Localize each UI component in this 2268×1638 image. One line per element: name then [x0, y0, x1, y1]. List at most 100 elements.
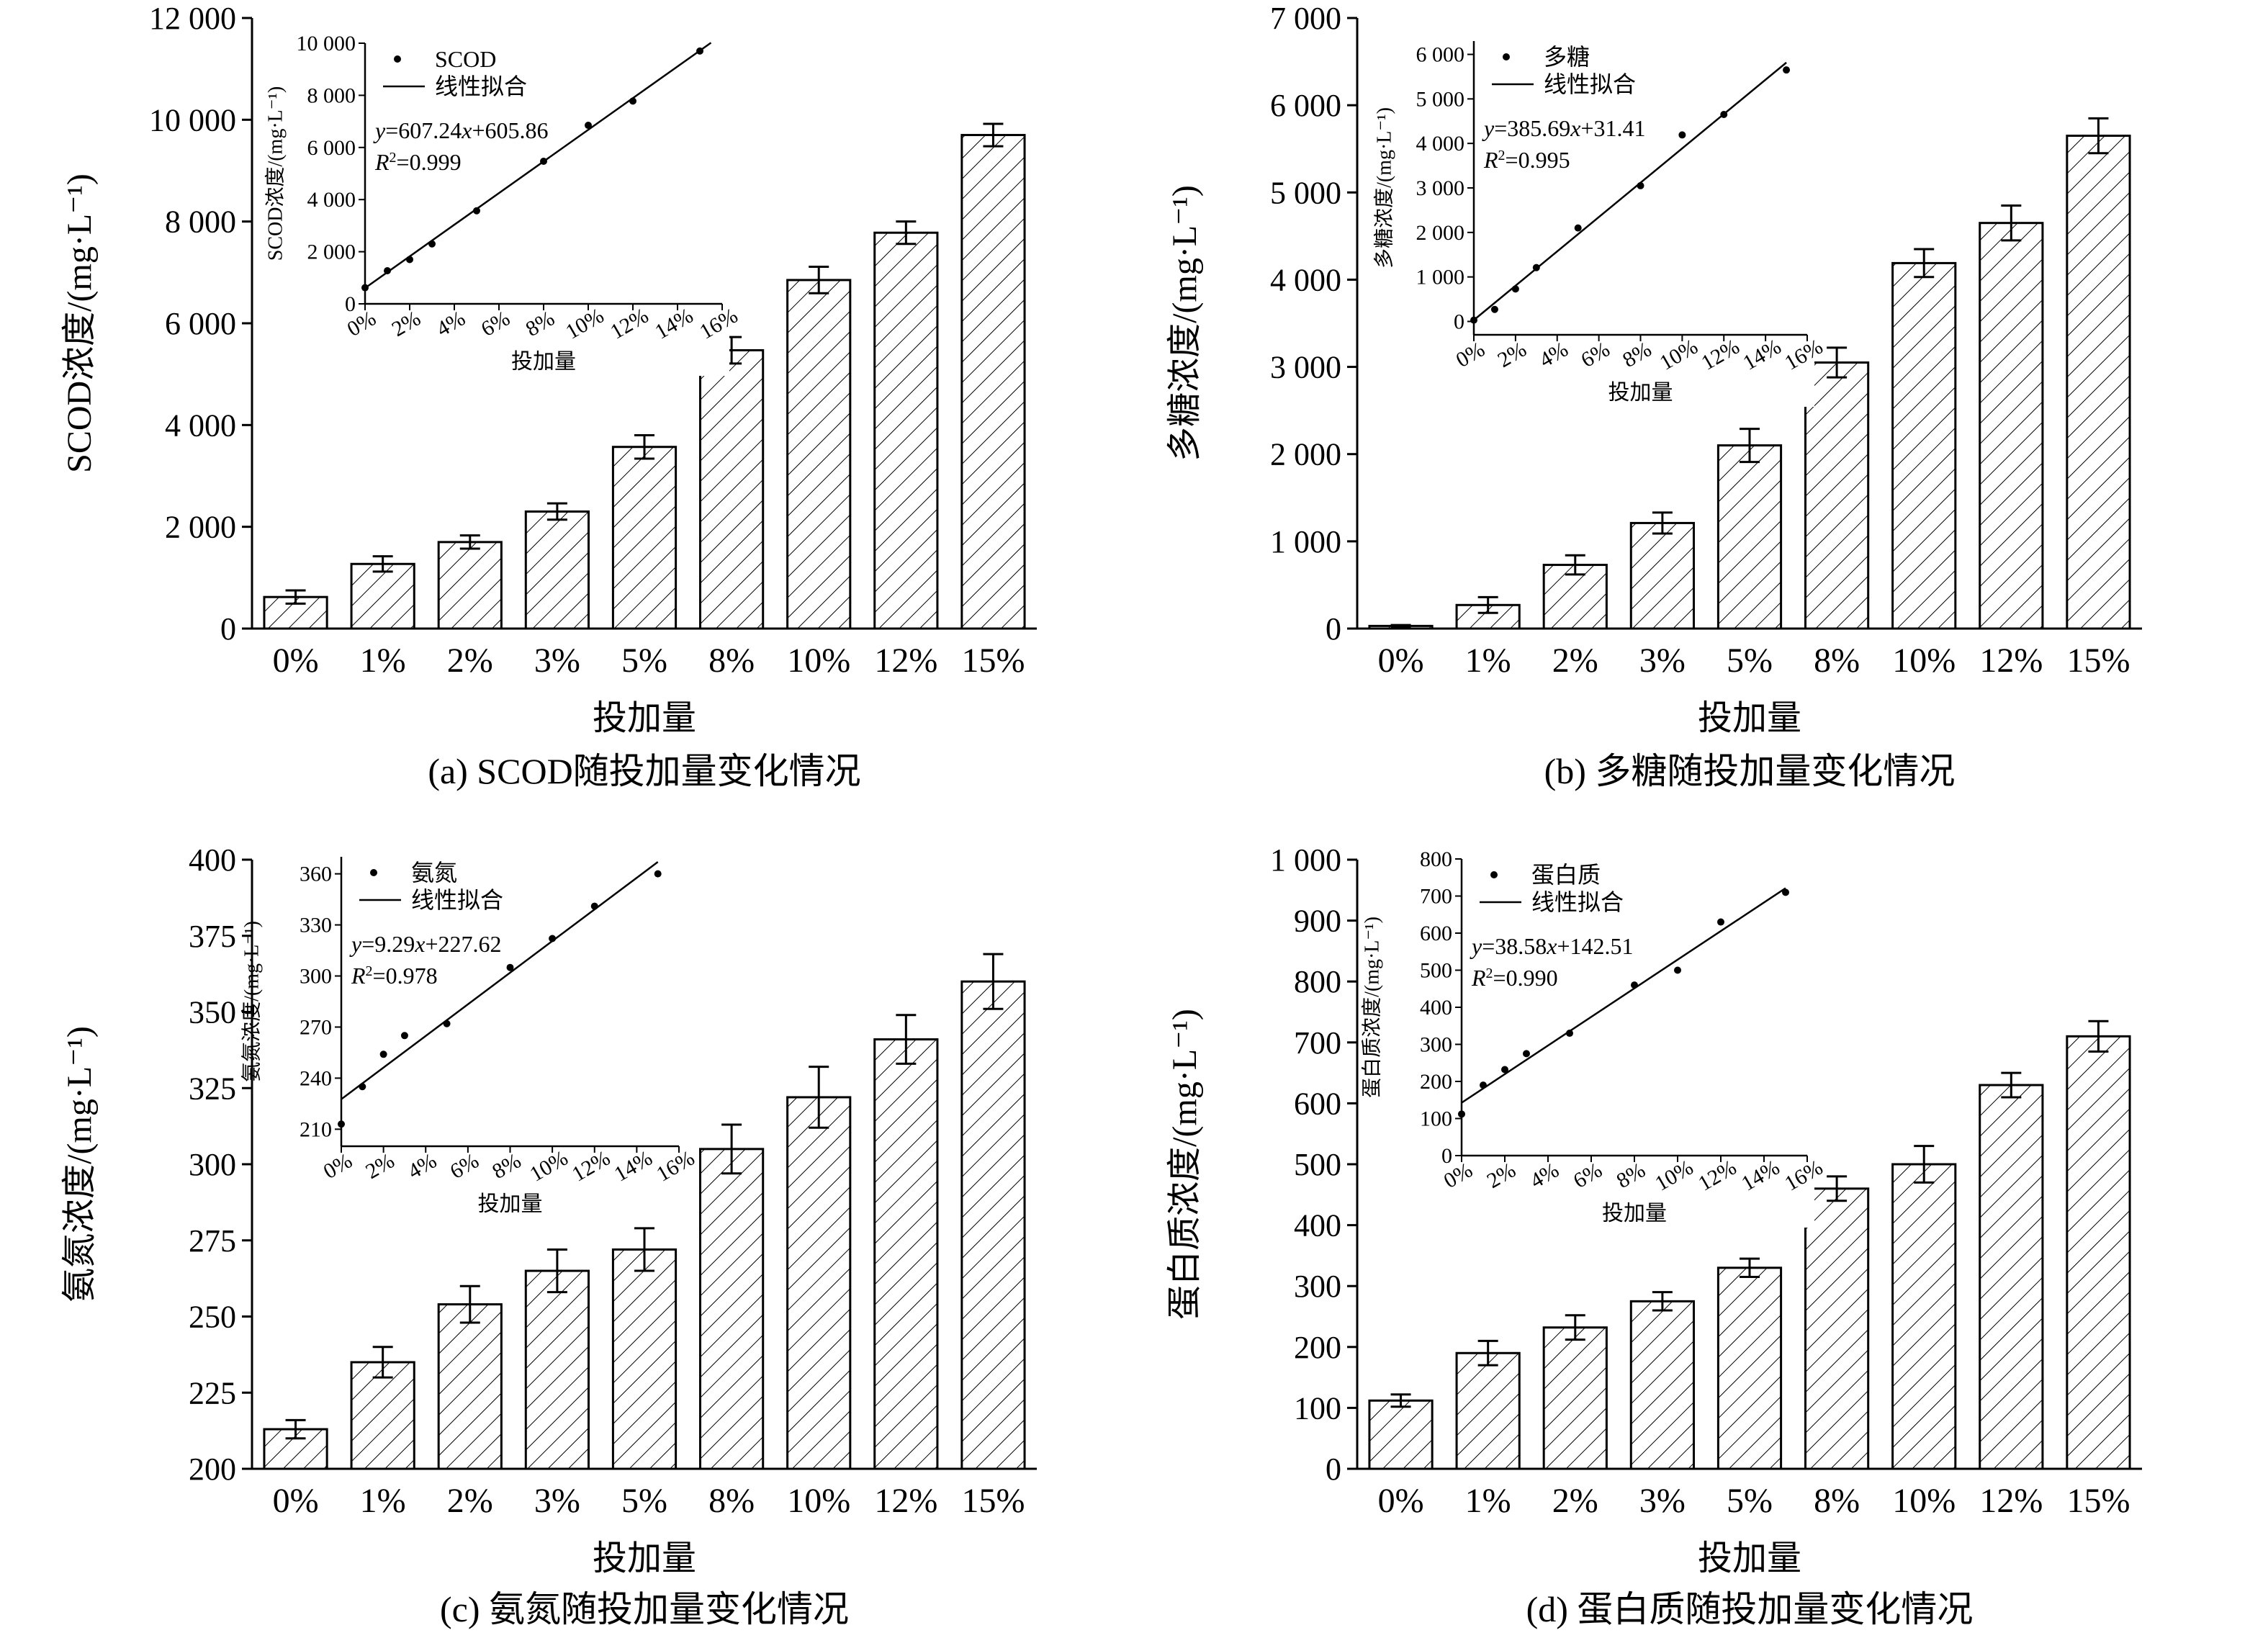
- inset-y-tick-label: 2 000: [1416, 221, 1465, 245]
- bar: [1979, 1084, 2044, 1470]
- x-tick-label: 5%: [621, 1482, 667, 1520]
- x-axis-title: 投加量: [1698, 699, 1801, 737]
- scatter-point: [585, 122, 592, 130]
- bar: [1716, 444, 1783, 630]
- inset-y-tick-label: 4 000: [1416, 132, 1465, 156]
- bar: [611, 1248, 678, 1470]
- scatter-point: [443, 1020, 451, 1027]
- bar: [437, 1303, 503, 1470]
- scatter-point: [540, 157, 547, 165]
- y-tick-label: 7 000: [1270, 1, 1341, 36]
- x-tick-label: 8%: [708, 1482, 755, 1520]
- legend-scatter-label: SCOD: [435, 46, 496, 72]
- scatter-point: [1523, 1050, 1530, 1058]
- bar: [786, 279, 852, 630]
- legend-scatter-marker: [394, 55, 401, 63]
- x-tick-label: 3%: [1639, 1482, 1686, 1520]
- x-axis-title: 投加量: [1698, 1539, 1801, 1578]
- y-tick-label: 4 000: [1270, 262, 1341, 297]
- scatter-point: [590, 902, 598, 910]
- legend-scatter-label: 蛋白质: [1531, 862, 1601, 888]
- scatter-point: [1458, 1110, 1465, 1118]
- inset-y-axis-title: 氨氮浓度/(mg·L⁻¹): [240, 921, 263, 1082]
- bar: [524, 1269, 590, 1470]
- inset-y-tick-label: 5 000: [1416, 87, 1465, 111]
- panel-caption: (b) 多糖随投加量变化情况: [1544, 751, 1956, 791]
- y-tick-label: 0: [1326, 1452, 1341, 1487]
- x-tick-label: 15%: [961, 642, 1025, 680]
- scatter-point: [654, 870, 662, 878]
- bar: [1368, 1399, 1434, 1470]
- inset-y-tick-label: 500: [1420, 959, 1452, 983]
- y-tick-label: 350: [189, 995, 236, 1030]
- x-tick-label: 1%: [1465, 1482, 1511, 1520]
- scatter-point: [359, 1083, 366, 1091]
- inset-y-tick-label: 3 000: [1416, 176, 1465, 200]
- x-axis-title: 投加量: [593, 699, 696, 737]
- inset-y-tick-label: 240: [300, 1066, 332, 1090]
- inset-y-tick-label: 700: [1420, 885, 1452, 909]
- bar: [2066, 135, 2131, 630]
- y-tick-label: 100: [1294, 1390, 1341, 1426]
- inset-y-tick-label: 600: [1420, 922, 1452, 945]
- legend-scatter-marker: [370, 869, 377, 876]
- inset-y-tick-label: 0: [1441, 1144, 1452, 1168]
- x-tick-label: 2%: [447, 642, 493, 680]
- legend-scatter-label: 多糖: [1544, 44, 1590, 70]
- x-tick-label: 12%: [1979, 1482, 2043, 1520]
- inset-y-tick-label: 100: [1420, 1107, 1452, 1131]
- scatter-point: [506, 963, 514, 971]
- y-axis-title: 氨氮浓度/(mg·L⁻¹): [60, 1026, 99, 1302]
- inset-y-tick-label: 6 000: [1416, 43, 1465, 67]
- scatter-point: [361, 284, 369, 292]
- bar: [1891, 1163, 1957, 1470]
- legend-scatter-marker: [1503, 53, 1510, 60]
- inset-y-axis-title: 蛋白质浓度/(mg·L⁻¹): [1360, 917, 1383, 1098]
- y-tick-label: 500: [1294, 1147, 1341, 1182]
- chart-panel-1: 0% 1% 2% 3% 5% 8% 10% 12% 15% 0 1 000 2 000 3 000 4 0…: [1166, 1, 2142, 791]
- bar: [611, 446, 678, 630]
- x-tick-label: 15%: [2066, 642, 2130, 680]
- scatter-point: [629, 97, 636, 105]
- inset-y-tick-label: 0: [1454, 310, 1464, 333]
- fit-equation: y=38.58x+142.51: [1470, 933, 1634, 959]
- y-tick-label: 10 000: [149, 102, 236, 138]
- y-tick-label: 300: [189, 1147, 236, 1182]
- scatter-point: [1720, 111, 1728, 118]
- bar: [1804, 361, 1870, 630]
- scatter-point: [406, 256, 413, 264]
- x-tick-label: 0%: [273, 1482, 319, 1520]
- y-tick-label: 4 000: [165, 408, 236, 443]
- y-tick-label: 200: [189, 1452, 236, 1487]
- inset-x-axis-title: 投加量: [1608, 381, 1673, 405]
- y-tick-label: 225: [189, 1375, 236, 1410]
- scatter-point: [1717, 918, 1724, 926]
- y-tick-label: 3 000: [1270, 350, 1341, 385]
- x-tick-label: 5%: [1727, 642, 1773, 680]
- scatter-point: [1566, 1030, 1573, 1038]
- scatter-point: [1783, 66, 1791, 74]
- scatter-point: [338, 1120, 345, 1128]
- bar: [699, 1148, 765, 1470]
- x-tick-label: 1%: [360, 642, 406, 680]
- scatter-point: [1490, 305, 1498, 313]
- x-tick-label: 15%: [961, 1482, 1025, 1520]
- fit-line: [1473, 61, 1787, 321]
- inset-y-axis-title: 多糖浓度/(mg·L⁻¹): [1372, 107, 1395, 269]
- legend-line-label: 线性拟合: [435, 73, 527, 99]
- scatter-point: [1532, 264, 1540, 271]
- fit-line: [1461, 887, 1786, 1104]
- y-tick-label: 6 000: [1270, 88, 1341, 123]
- bar: [524, 510, 590, 630]
- legend-line-label: 线性拟合: [1544, 71, 1636, 97]
- y-tick-label: 300: [1294, 1269, 1341, 1304]
- y-axis-title: 蛋白质浓度/(mg·L⁻¹): [1166, 1009, 1204, 1320]
- fit-line: [364, 42, 712, 289]
- x-tick-label: 5%: [621, 642, 667, 680]
- scatter-point: [1574, 224, 1582, 232]
- bar: [1979, 222, 2044, 630]
- legend-scatter-marker: [1490, 871, 1498, 878]
- bar: [437, 541, 503, 630]
